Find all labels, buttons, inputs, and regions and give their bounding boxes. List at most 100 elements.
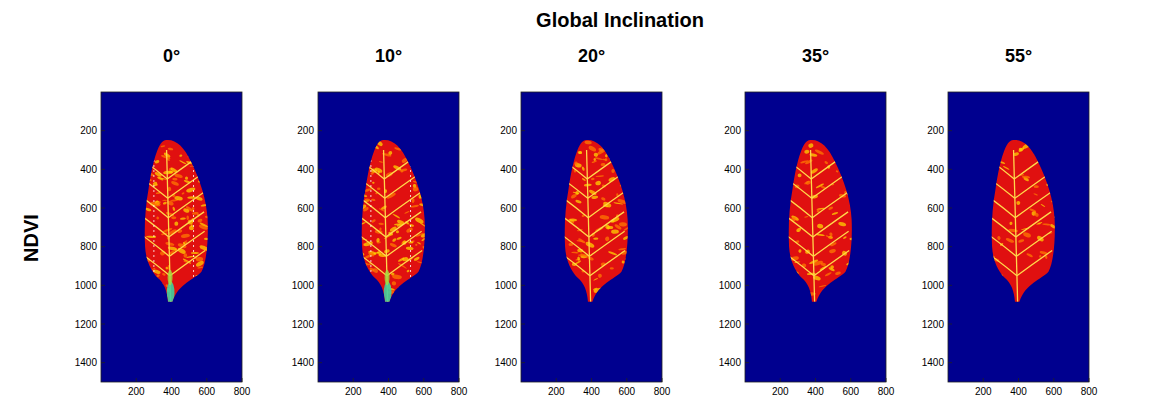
leaf-texture bbox=[988, 253, 995, 257]
leaf-texture bbox=[206, 193, 210, 196]
x-tick bbox=[1089, 378, 1090, 382]
leaf-vein bbox=[782, 175, 812, 198]
leaf-texture bbox=[406, 246, 414, 250]
y-tick-label: 1000 bbox=[292, 280, 315, 291]
leaf-texture bbox=[417, 241, 421, 244]
leaf-texture bbox=[142, 260, 147, 264]
y-tick-label: 400 bbox=[297, 164, 314, 175]
leaf-texture bbox=[419, 203, 425, 207]
leaf-texture bbox=[844, 138, 853, 145]
y-tick bbox=[318, 285, 322, 286]
leaf-texture bbox=[181, 233, 190, 238]
x-tick bbox=[1018, 378, 1019, 382]
leaf-texture bbox=[168, 147, 174, 150]
leaf-texture bbox=[621, 260, 625, 264]
x-tick-label: 400 bbox=[583, 386, 600, 397]
leaf-texture bbox=[792, 149, 800, 156]
leaf-texture bbox=[579, 291, 584, 293]
y-tick bbox=[318, 246, 322, 247]
leaf-texture bbox=[838, 221, 846, 227]
leaf-texture bbox=[202, 179, 210, 182]
leaf-inner bbox=[780, 131, 859, 305]
image-background bbox=[745, 92, 886, 382]
plot-area bbox=[521, 92, 662, 382]
leaf-vein bbox=[386, 231, 421, 256]
y-tick bbox=[745, 208, 749, 209]
y-tick bbox=[318, 362, 322, 363]
leaf-texture bbox=[362, 285, 370, 292]
leaf-texture bbox=[413, 144, 419, 150]
y-tick-label: 200 bbox=[297, 125, 314, 136]
y-tick bbox=[948, 130, 952, 131]
leaf-vein bbox=[559, 214, 589, 237]
leaf-texture bbox=[163, 201, 167, 205]
leaf-vein bbox=[386, 212, 421, 237]
x-tick bbox=[850, 378, 851, 382]
leaf-texture bbox=[564, 189, 567, 190]
leaf-texture bbox=[408, 147, 412, 149]
leaf-texture bbox=[829, 232, 833, 237]
leaf-texture bbox=[171, 180, 180, 186]
leaf-texture bbox=[578, 151, 583, 154]
x-tick-label: 800 bbox=[878, 386, 895, 397]
leaf-texture bbox=[155, 160, 160, 164]
leaf-texture bbox=[841, 144, 850, 147]
leaf-texture bbox=[1034, 150, 1042, 156]
leaf-texture bbox=[623, 226, 630, 231]
leaf-texture bbox=[141, 271, 146, 273]
x-tick bbox=[815, 378, 816, 382]
x-tick bbox=[136, 378, 137, 382]
leaf-vein bbox=[168, 173, 203, 198]
leaf-texture bbox=[627, 273, 631, 276]
x-tick bbox=[591, 378, 592, 382]
leaf-inner bbox=[136, 131, 215, 305]
leaf-texture bbox=[179, 154, 182, 157]
leaf-vein bbox=[782, 194, 812, 217]
leaf-fill bbox=[983, 131, 1062, 305]
plot-area bbox=[745, 92, 886, 382]
y-tick-label: 1200 bbox=[922, 319, 945, 330]
leaf-texture bbox=[197, 166, 207, 174]
leaf-vein bbox=[1014, 154, 1049, 179]
y-tick-label: 1400 bbox=[719, 357, 742, 368]
leaf-texture bbox=[563, 284, 568, 289]
leaf-texture bbox=[163, 170, 173, 174]
x-tick bbox=[242, 378, 243, 382]
figure-root: Global InclinationNDVI0°2004006008001000… bbox=[0, 0, 1151, 405]
leaf-texture bbox=[574, 161, 578, 166]
leaf-texture bbox=[145, 207, 152, 212]
leaf-texture bbox=[621, 174, 628, 180]
x-tick bbox=[780, 378, 781, 382]
leaf-texture bbox=[205, 215, 214, 219]
y-tick bbox=[745, 324, 749, 325]
leaf-texture bbox=[200, 279, 207, 286]
leaf-texture bbox=[201, 204, 209, 207]
leaf-texture bbox=[1009, 221, 1013, 225]
leaf-texture bbox=[562, 184, 567, 186]
leaf-texture bbox=[415, 244, 417, 246]
streak bbox=[153, 150, 154, 285]
leaf-texture bbox=[165, 266, 168, 269]
x-tick-label: 400 bbox=[163, 386, 180, 397]
leaf-texture bbox=[409, 224, 414, 227]
leaf-vein bbox=[167, 154, 202, 179]
leaf-texture bbox=[162, 200, 167, 201]
leaf-texture bbox=[832, 211, 839, 215]
leaf-texture bbox=[379, 208, 385, 212]
leaf-texture bbox=[823, 295, 833, 298]
leaf-texture bbox=[570, 193, 577, 199]
leaf-texture bbox=[828, 267, 835, 272]
leaf-texture bbox=[569, 148, 572, 151]
leaf-vein bbox=[559, 233, 589, 256]
panel-title: 10° bbox=[375, 46, 402, 66]
x-tick-label: 800 bbox=[234, 386, 251, 397]
y-tick-label: 200 bbox=[500, 125, 517, 136]
leaf-inner bbox=[556, 131, 635, 305]
x-tick-label: 200 bbox=[772, 386, 789, 397]
leaf-texture bbox=[560, 166, 570, 173]
leaf-texture bbox=[182, 292, 191, 297]
leaf-texture bbox=[155, 201, 161, 205]
leaf-texture bbox=[358, 251, 364, 256]
x-tick bbox=[423, 378, 424, 382]
y-tick bbox=[101, 324, 105, 325]
